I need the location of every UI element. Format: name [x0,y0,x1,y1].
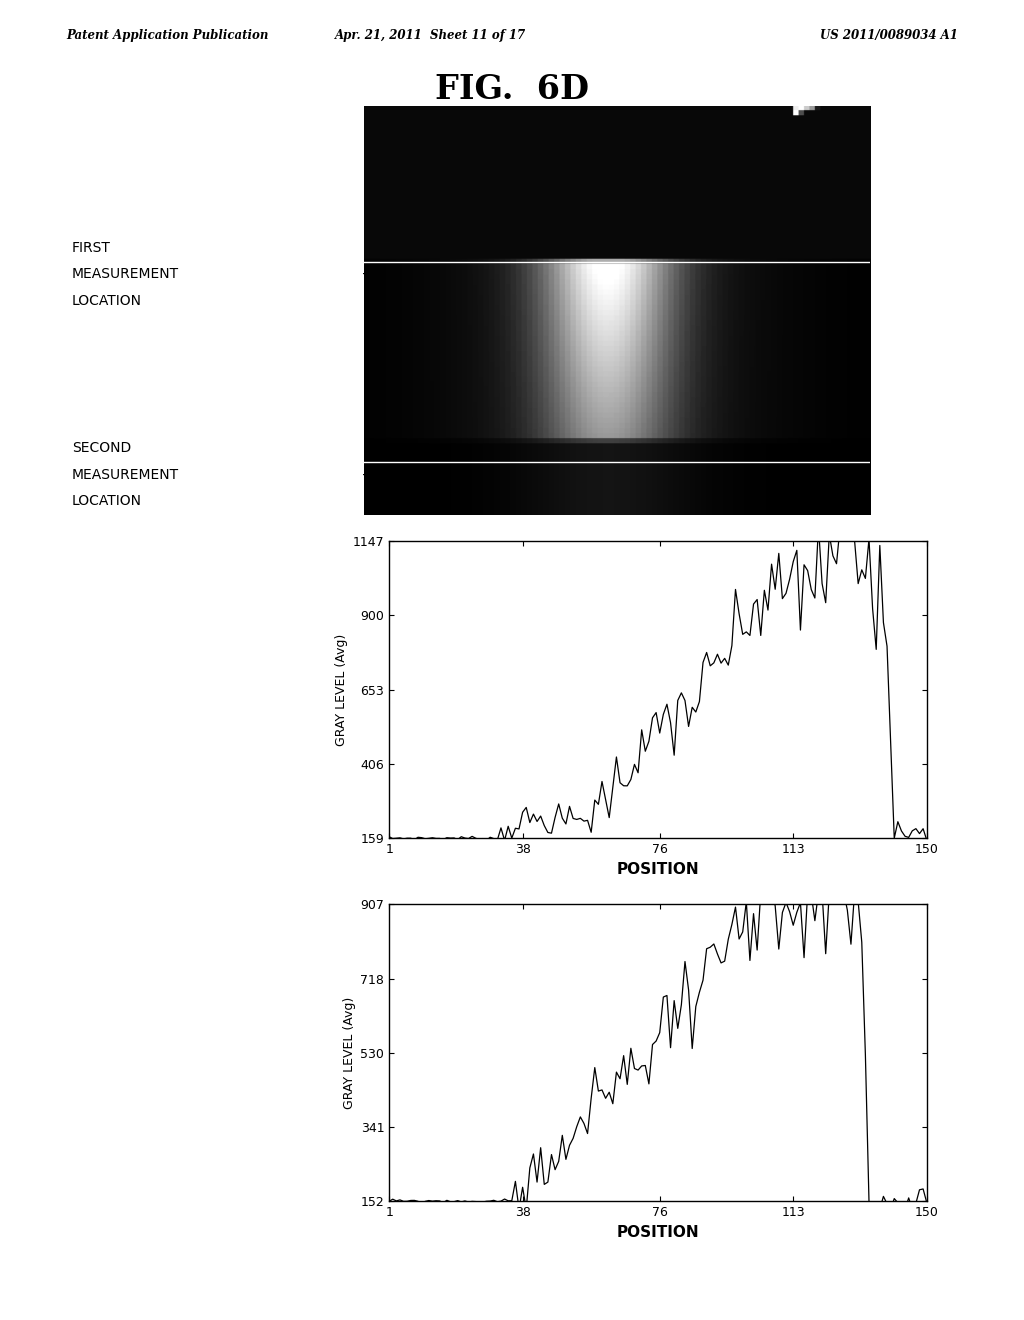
Text: LOCATION: LOCATION [72,293,141,308]
Text: MEASUREMENT: MEASUREMENT [72,267,179,281]
Text: FIG.  6D: FIG. 6D [435,73,589,106]
Text: -: - [358,467,368,482]
Text: SECOND: SECOND [72,441,131,455]
Text: FIRST: FIRST [72,240,111,255]
Text: Apr. 21, 2011  Sheet 11 of 17: Apr. 21, 2011 Sheet 11 of 17 [335,29,525,42]
X-axis label: POSITION: POSITION [616,862,699,876]
X-axis label: POSITION: POSITION [616,1225,699,1239]
Y-axis label: GRAY LEVEL (Avg): GRAY LEVEL (Avg) [343,997,356,1109]
Text: US 2011/0089034 A1: US 2011/0089034 A1 [819,29,957,42]
Y-axis label: GRAY LEVEL (Avg): GRAY LEVEL (Avg) [336,634,348,746]
Text: Patent Application Publication: Patent Application Publication [67,29,269,42]
Text: -: - [358,267,368,281]
Text: LOCATION: LOCATION [72,494,141,508]
Text: MEASUREMENT: MEASUREMENT [72,467,179,482]
